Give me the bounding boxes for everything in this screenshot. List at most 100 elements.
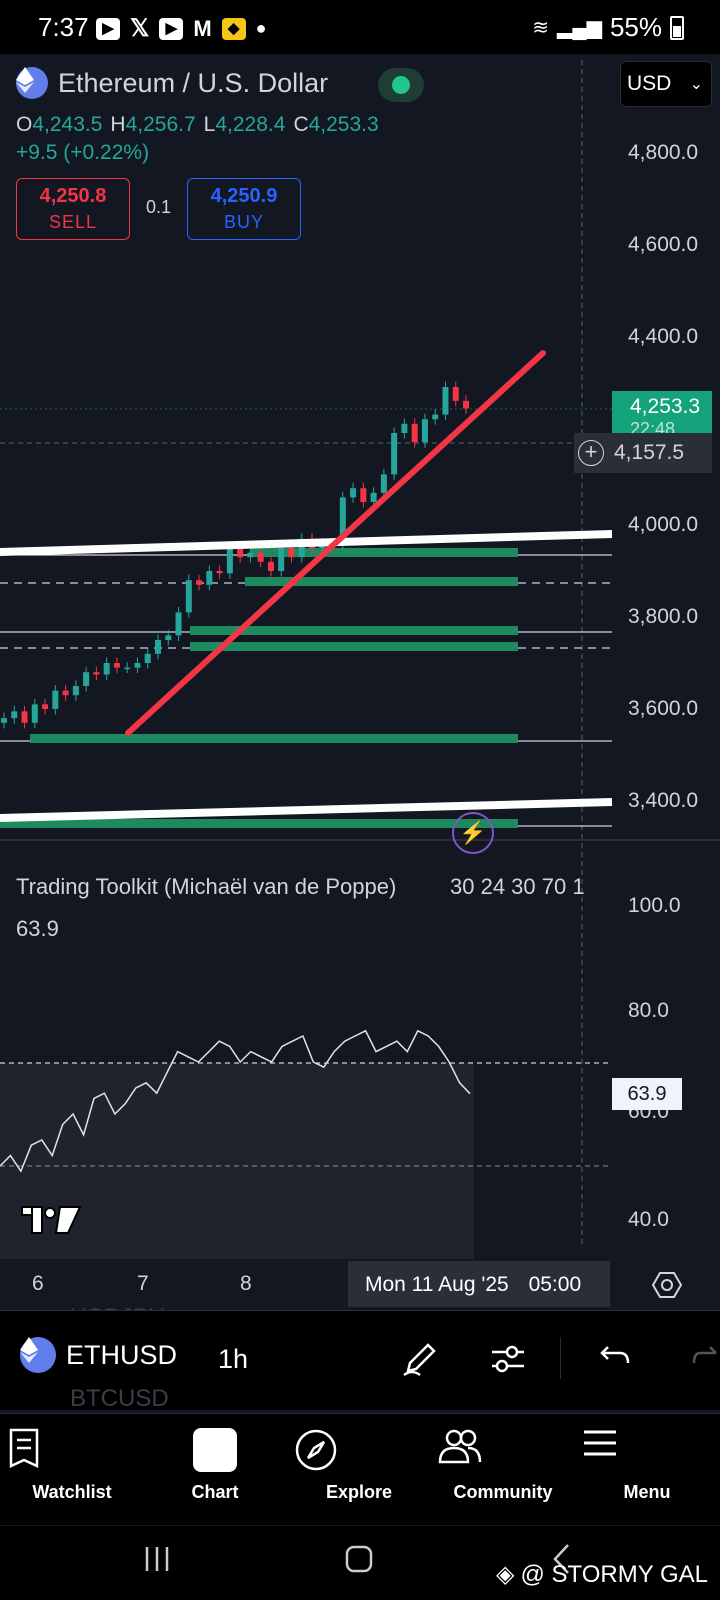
time-axis-label: 8 <box>240 1272 252 1295</box>
battery-icon <box>670 15 684 40</box>
candle-body <box>113 663 120 668</box>
low-label: L <box>203 113 216 136</box>
close-label: C <box>293 113 309 136</box>
last-price-tag: 4,253.3 22:48 <box>612 391 712 435</box>
menu-icon <box>584 1428 669 1472</box>
nav-menu[interactable]: Menu <box>582 1428 712 1503</box>
lightning-icon[interactable]: ⚡ <box>452 812 494 854</box>
price-axis-label: 4,400.0 <box>628 325 699 348</box>
status-bar: 7:37 ▶ 𝕏 ▶ M ◆ ● ≋ ▂▄▆ 55% <box>0 0 720 54</box>
gmail-icon: M <box>193 15 212 41</box>
candle-body <box>124 667 131 670</box>
chart-canvas[interactable] <box>0 54 720 1284</box>
redo-icon[interactable] <box>690 1339 720 1373</box>
home-icon[interactable] <box>344 1544 374 1574</box>
buy-button[interactable]: 4,250.9 BUY <box>187 178 301 240</box>
ohlc-legend: O4,243.5 H4,256.7 L4,228.4 C4,253.3 <box>16 113 379 137</box>
buy-label: BUY <box>223 212 264 232</box>
close-value: 4,253.3 <box>308 113 379 136</box>
crosshair-price-tag[interactable]: + 4,157.5 <box>574 433 712 473</box>
app-icon: ◆ <box>221 17 246 40</box>
compass-icon <box>295 1428 381 1472</box>
chevron-down-icon: ⌄ <box>689 76 703 93</box>
price-axis-label: 4,600.0 <box>628 233 699 256</box>
symbol-title: Ethereum / U.S. Dollar <box>58 67 329 98</box>
support-line[interactable] <box>0 798 613 822</box>
symbol-selector[interactable]: ETHUSD <box>20 1337 177 1373</box>
candle-body <box>42 704 49 709</box>
nav-chart[interactable]: Chart <box>150 1428 280 1503</box>
candle-body <box>257 552 264 562</box>
candle-body <box>175 612 182 636</box>
candle-body <box>83 672 90 686</box>
system-navigation <box>0 1526 720 1600</box>
price-axis-label: 4,000.0 <box>628 513 699 536</box>
sell-label: SELL <box>48 212 98 232</box>
symbol-header[interactable]: Ethereum / U.S. Dollar <box>16 67 328 99</box>
interval-selector[interactable]: 1h <box>218 1344 249 1374</box>
add-alert-icon[interactable]: + <box>578 440 604 466</box>
candle-body <box>401 423 408 433</box>
status-time: 7:37 <box>38 12 89 42</box>
market-status-icon[interactable] <box>378 68 424 102</box>
candle-body <box>72 686 79 696</box>
back-icon[interactable] <box>550 1542 574 1576</box>
nav-label: Chart <box>191 1482 239 1502</box>
low-value: 4,228.4 <box>215 113 286 136</box>
candle-body <box>62 690 69 696</box>
sell-price: 4,250.8 <box>39 185 107 207</box>
bar-countdown: 22:48 <box>630 419 676 435</box>
nav-watchlist[interactable]: Watchlist <box>7 1428 137 1503</box>
chart-icon <box>150 1428 237 1472</box>
candle-body <box>421 419 428 443</box>
chart-toolbar: ETHUSD 1h <box>0 1310 720 1410</box>
indicator-name[interactable]: Trading Toolkit (Michaël van de Poppe) <box>16 874 397 899</box>
high-label: H <box>110 113 126 136</box>
candle-body <box>185 580 192 613</box>
uptrend-line[interactable] <box>125 350 546 736</box>
community-icon <box>438 1428 525 1472</box>
currency-select[interactable]: USD ⌄ <box>620 61 712 107</box>
candle-body <box>52 690 59 709</box>
recents-icon[interactable] <box>142 1544 172 1574</box>
ghost-symbol: BTCUSD <box>70 1385 169 1412</box>
nav-label: Menu <box>623 1482 671 1502</box>
drawing-tools-icon[interactable] <box>400 1339 440 1379</box>
candle-body <box>370 492 377 502</box>
last-price: 4,253.3 <box>630 395 701 418</box>
x-icon: 𝕏 <box>130 15 150 42</box>
bottom-navigation: Watchlist Chart Explore Community Menu <box>0 1413 720 1525</box>
candle-body <box>432 414 439 420</box>
nav-explore[interactable]: Explore <box>294 1428 424 1503</box>
crosshair-time: 05:00 <box>528 1273 582 1296</box>
price-change: +9.5 (+0.22%) <box>16 141 150 164</box>
indicators-icon[interactable] <box>488 1339 528 1379</box>
candle-body <box>350 488 357 498</box>
support-zones[interactable] <box>0 548 518 828</box>
crosshair-price: 4,157.5 <box>614 441 685 464</box>
crosshair-date-tag: Mon 11 Aug '25 05:00 <box>348 1261 610 1307</box>
candle-body <box>216 571 223 574</box>
undo-icon[interactable] <box>598 1339 632 1373</box>
youtube-icon: ▶ <box>96 17 120 40</box>
candle-body <box>31 704 38 723</box>
toolbar-divider <box>560 1337 561 1379</box>
candle-body <box>1 718 7 723</box>
candle-body <box>93 672 100 675</box>
price-axis-label: 4,800.0 <box>628 141 699 164</box>
candle-body <box>442 387 449 415</box>
nav-community[interactable]: Community <box>438 1428 568 1503</box>
nav-label: Community <box>453 1482 553 1502</box>
chart-settings-icon[interactable] <box>652 1270 682 1300</box>
candle-body <box>411 423 418 443</box>
time-axis-label: 6 <box>32 1272 44 1295</box>
youtube-icon: ▶ <box>159 17 184 40</box>
candle-body <box>237 548 244 558</box>
candle-body <box>103 663 110 675</box>
system-icons: ≋ ▂▄▆ 55% <box>532 12 684 43</box>
candle-body <box>278 548 285 571</box>
chart-area[interactable]: ⚡ <box>0 54 720 1284</box>
rsi-line <box>0 1029 471 1173</box>
resistance-line[interactable] <box>0 530 613 556</box>
sell-button[interactable]: 4,250.8 SELL <box>16 178 130 240</box>
